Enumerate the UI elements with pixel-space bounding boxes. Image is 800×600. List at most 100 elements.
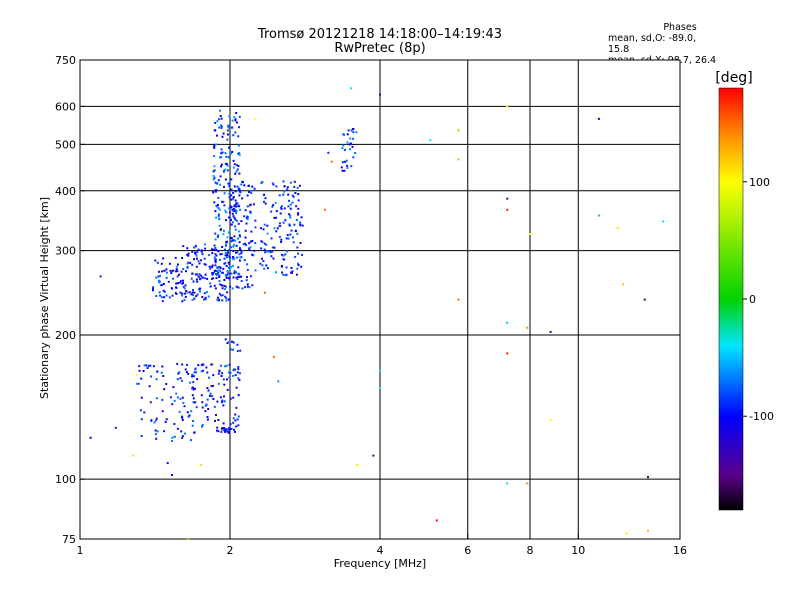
data-point [204, 296, 207, 299]
data-point [174, 286, 177, 289]
data-point [288, 223, 291, 226]
data-point [254, 269, 257, 272]
data-point [281, 253, 284, 256]
data-point [212, 174, 215, 177]
data-point [272, 257, 275, 260]
data-point [223, 279, 226, 281]
data-point [271, 250, 274, 253]
data-point [213, 201, 216, 204]
data-point [265, 243, 268, 246]
data-point [187, 538, 190, 540]
data-point [229, 217, 232, 220]
data-point [294, 255, 297, 258]
data-point [215, 249, 218, 251]
data-point [237, 366, 240, 368]
data-point [225, 219, 227, 222]
data-point [289, 216, 292, 219]
data-point [203, 243, 206, 246]
y-tick-label: 750 [55, 54, 76, 67]
data-point [192, 401, 195, 404]
data-point [220, 364, 223, 367]
data-point [197, 248, 200, 251]
data-point [190, 277, 193, 280]
data-point [296, 267, 299, 270]
data-point [250, 240, 252, 243]
data-point [179, 280, 182, 282]
data-point [234, 190, 237, 193]
data-point [228, 192, 231, 195]
data-point [224, 152, 227, 155]
data-point [230, 198, 233, 201]
data-point [138, 365, 141, 368]
data-point [194, 273, 197, 276]
data-point [181, 282, 184, 285]
data-point [297, 262, 299, 265]
data-point [222, 378, 225, 381]
data-point [239, 276, 241, 278]
data-point [203, 292, 206, 295]
data-point [187, 415, 190, 418]
data-point [294, 229, 297, 232]
data-point [235, 271, 237, 274]
data-point [299, 223, 302, 226]
data-point [232, 239, 235, 242]
data-point [216, 426, 219, 429]
data-point [239, 208, 241, 211]
data-point [211, 384, 214, 387]
data-point [238, 115, 241, 118]
data-point [259, 262, 262, 265]
data-point [156, 261, 159, 264]
data-point [162, 257, 165, 260]
data-point [616, 226, 619, 229]
data-point [182, 245, 185, 248]
data-point [246, 268, 249, 271]
data-point [160, 296, 163, 299]
y-tick-label: 100 [55, 473, 76, 486]
data-point [163, 388, 166, 391]
data-point [230, 219, 232, 221]
data-point [270, 237, 273, 240]
data-point [198, 273, 201, 276]
data-point [214, 189, 217, 192]
data-point [244, 242, 247, 245]
data-point [230, 223, 233, 226]
data-point [161, 410, 164, 413]
data-point [230, 206, 233, 209]
data-point [282, 180, 285, 183]
data-point [217, 430, 220, 433]
data-point [352, 137, 355, 140]
data-point [223, 395, 225, 398]
data-point [342, 144, 345, 147]
data-point [172, 277, 175, 280]
data-point [238, 379, 241, 381]
data-point [219, 115, 222, 117]
data-point [196, 280, 199, 283]
data-point [230, 427, 233, 430]
data-point [224, 162, 227, 165]
data-point [220, 374, 223, 377]
data-point [232, 250, 235, 252]
data-point [235, 406, 238, 409]
data-point [175, 282, 178, 285]
data-point [282, 193, 285, 196]
data-point [224, 338, 227, 341]
data-point [352, 131, 355, 134]
data-point [212, 398, 215, 400]
data-point [217, 196, 220, 199]
data-point [238, 152, 241, 155]
data-point [232, 245, 235, 248]
data-point [223, 284, 226, 287]
colorbar-tick-label: 0 [749, 293, 756, 306]
data-point [167, 280, 170, 283]
data-point [218, 274, 221, 277]
data-point [213, 284, 216, 287]
data-point [350, 165, 353, 168]
data-point [233, 272, 236, 275]
data-point [175, 270, 178, 273]
data-point [296, 246, 299, 249]
data-point [184, 368, 187, 371]
data-point [221, 135, 224, 138]
data-point [216, 296, 219, 299]
data-point [264, 202, 267, 205]
data-point [154, 429, 157, 432]
